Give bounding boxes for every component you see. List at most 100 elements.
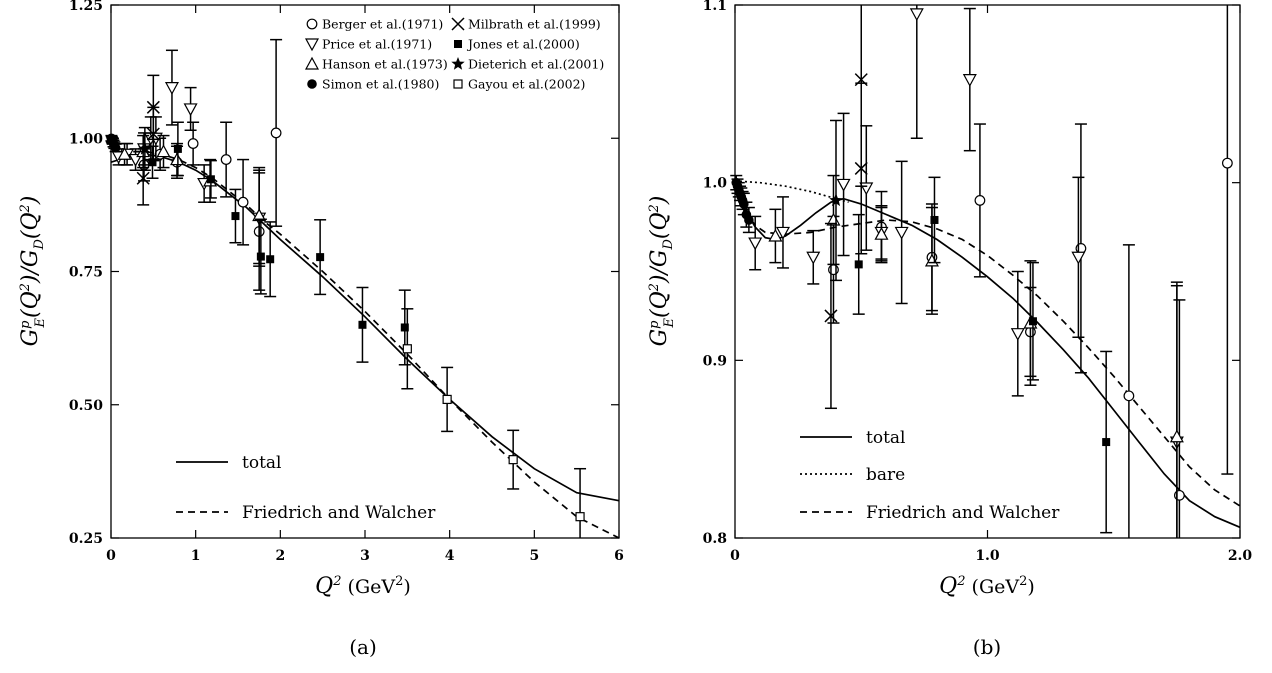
y-axis-label: GpE(Q2)/GD(Q2)	[18, 196, 48, 347]
y-tick-label: 0.9	[703, 353, 727, 369]
curve-legend-label: total	[866, 428, 905, 448]
y-tick-label: 1.25	[69, 0, 103, 14]
data-point	[575, 512, 585, 522]
y-tick-label: 0.75	[69, 265, 103, 281]
data-point	[231, 212, 240, 221]
x-tick-label: 0	[730, 548, 740, 564]
legend-marker	[304, 38, 320, 52]
data-point	[1010, 328, 1025, 341]
data-point	[828, 264, 839, 276]
y-tick-label: 1.00	[69, 131, 103, 147]
data-point	[206, 175, 215, 184]
y-axis-label: GpE(Q2)/GD(Q2)	[647, 196, 677, 347]
data-point	[824, 309, 838, 323]
data-point	[909, 8, 924, 22]
plot-frame	[734, 4, 1241, 539]
legend-marker	[454, 40, 462, 48]
legend-label: Dieterich et al.(2001)	[468, 57, 604, 72]
data-point	[237, 196, 249, 208]
data-point	[768, 228, 783, 242]
data-point	[358, 320, 367, 329]
data-point	[164, 82, 179, 95]
data-point	[829, 193, 843, 207]
data-point	[854, 260, 863, 269]
curves	[110, 142, 620, 539]
curve-legend-label: Friedrich and Walcher	[242, 503, 436, 523]
data-point	[1028, 317, 1037, 326]
legend-label: Simon et al.(1980)	[322, 77, 439, 92]
data-point	[806, 251, 821, 265]
legend-label: Hanson et al.(1973)	[322, 57, 448, 72]
legend-label: Milbrath et al.(1999)	[468, 17, 601, 32]
legend-marker	[304, 56, 320, 70]
curve-legend-label: bare	[866, 465, 905, 485]
data-point	[1173, 489, 1185, 501]
x-tick-label: 1.0	[975, 548, 1000, 564]
curve-legend: total Friedrich and Walcher	[176, 453, 436, 523]
data-point	[138, 141, 152, 155]
data-point	[136, 171, 150, 185]
x-tick-label: 2.0	[1228, 548, 1253, 564]
data-point	[974, 195, 986, 206]
data-point	[117, 146, 132, 160]
data-point	[146, 100, 160, 114]
ticks: 0 1.0 2.0 0.8 0.9 1.0 1.1	[703, 0, 1253, 564]
data-point	[854, 73, 868, 87]
legend-label: Gayou et al.(2002)	[468, 77, 585, 92]
data-point	[173, 144, 182, 153]
y-tick-label: 0.8	[703, 531, 727, 547]
data-point	[148, 158, 157, 167]
data-point	[775, 226, 790, 240]
data-point	[266, 255, 275, 264]
data-point	[859, 182, 874, 196]
y-tick-label: 0.50	[69, 398, 103, 414]
y-tick-label: 1.0	[703, 176, 728, 192]
x-tick-label: 6	[614, 548, 624, 564]
data-point	[748, 237, 763, 251]
x-tick-label: 3	[360, 548, 370, 564]
legend-label: Jones et al.(2000)	[466, 37, 580, 52]
data-point	[930, 215, 939, 224]
data-point	[874, 226, 889, 240]
curves	[734, 180, 1241, 529]
data-point	[1102, 438, 1111, 447]
data-point	[256, 252, 265, 261]
legend-label: Berger et al.(1971)	[322, 17, 443, 32]
x-tick-label: 1	[191, 548, 201, 564]
curve-legend: total bare Friedrich and Walcher	[800, 428, 1060, 523]
legend-marker	[306, 18, 318, 30]
data-point	[1123, 390, 1135, 402]
curve-dashed	[110, 142, 620, 539]
data-point	[744, 215, 754, 225]
x-tick-label: 0	[106, 548, 116, 564]
ticks: 0 1 2 3 4 5 6 0.25 0.50 0.75 1.00 1.25	[69, 0, 624, 564]
curve-solid	[734, 182, 1241, 529]
legend-marker	[307, 79, 317, 89]
legend-label: Price et al.(1971)	[322, 37, 432, 52]
data-point	[508, 455, 518, 465]
data-points	[105, 38, 587, 538]
y-tick-label: 0.25	[69, 531, 103, 547]
data-point	[1169, 429, 1184, 443]
data-point	[1221, 157, 1233, 169]
x-tick-label: 5	[529, 548, 539, 564]
data-point	[170, 152, 185, 166]
data-point	[220, 154, 232, 165]
data-point	[183, 103, 198, 117]
data-point	[836, 178, 851, 192]
data-point	[270, 127, 282, 139]
data-points	[730, 5, 1234, 538]
data-point	[400, 323, 409, 332]
data-point	[402, 344, 412, 354]
data-point	[894, 226, 909, 240]
data-point	[110, 143, 121, 153]
data-point	[252, 208, 267, 222]
x-tick-label: 4	[445, 548, 455, 564]
panel-label-b: (b)	[973, 635, 1001, 659]
legend-marker	[453, 79, 463, 89]
curve-dashed	[734, 187, 1241, 507]
data-point	[156, 144, 171, 158]
y-tick-label: 1.1	[703, 0, 727, 14]
curve-legend-label: Friedrich and Walcher	[866, 503, 1060, 523]
